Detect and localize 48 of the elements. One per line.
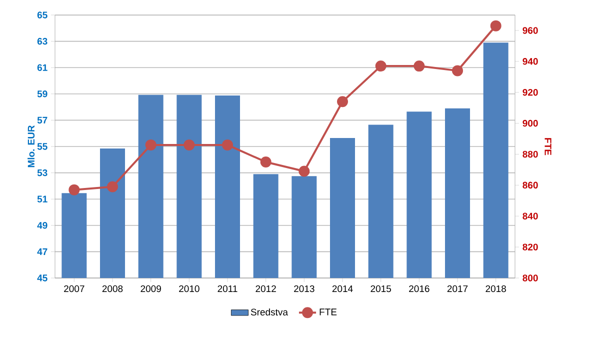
- x-tick-label: 2018: [486, 285, 506, 292]
- point: [68, 184, 80, 196]
- y2-tick-label: 960: [522, 27, 538, 34]
- x-tick-label: 2014: [332, 285, 353, 292]
- x-tick-label: 2017: [447, 285, 468, 292]
- y2-tick-label: 800: [522, 274, 538, 282]
- point: [222, 139, 234, 150]
- y2-axis-title: FTE: [544, 138, 552, 156]
- y-tick-label: 63: [37, 38, 48, 45]
- point: [414, 60, 425, 72]
- point: [260, 156, 272, 168]
- y-tick-label: 53: [37, 169, 48, 176]
- y-axis-title: Mlo. EUR: [28, 125, 35, 168]
- x-tick-label: 2015: [370, 285, 392, 292]
- y-tick-label: 49: [37, 222, 48, 229]
- x-tick-label: 2016: [409, 285, 430, 292]
- x-tick-label: 2009: [140, 285, 161, 292]
- y2-tick-label: 900: [522, 120, 538, 127]
- x-tick-label: 2010: [179, 285, 200, 292]
- x-tick-label: 2007: [64, 285, 84, 292]
- point: [107, 181, 118, 192]
- y2-tick-label: 880: [522, 150, 538, 158]
- y2-tick-label: 920: [522, 88, 538, 96]
- point: [337, 96, 348, 108]
- y-tick-label: 47: [37, 248, 48, 255]
- y-tick-label: 55: [37, 143, 48, 150]
- x-tick-label: 2012: [256, 285, 276, 292]
- point: [184, 139, 195, 150]
- y-tick-label: 65: [37, 12, 48, 18]
- point: [375, 60, 386, 72]
- point: [452, 65, 464, 76]
- point: [145, 139, 156, 150]
- y-tick-label: 51: [37, 196, 48, 202]
- y2-tick-label: 940: [522, 58, 538, 65]
- y2-tick-label: 860: [522, 182, 538, 189]
- y2-tick-label: 820: [522, 244, 538, 250]
- y-tick-label: 57: [37, 116, 48, 124]
- y2-tick-label: 840: [522, 212, 538, 220]
- point: [298, 166, 310, 177]
- y-tick-label: 45: [37, 274, 48, 282]
- point: [490, 20, 502, 32]
- y-tick-label: 59: [37, 90, 48, 98]
- y-tick-label: 61: [37, 64, 48, 71]
- legend-label: FTE: [320, 308, 337, 316]
- x-tick-label: 2008: [102, 285, 123, 292]
- legend-label: Sredstva: [250, 308, 288, 316]
- x-tick-label: 2011: [218, 285, 238, 292]
- x-tick-label: 2013: [294, 285, 314, 292]
